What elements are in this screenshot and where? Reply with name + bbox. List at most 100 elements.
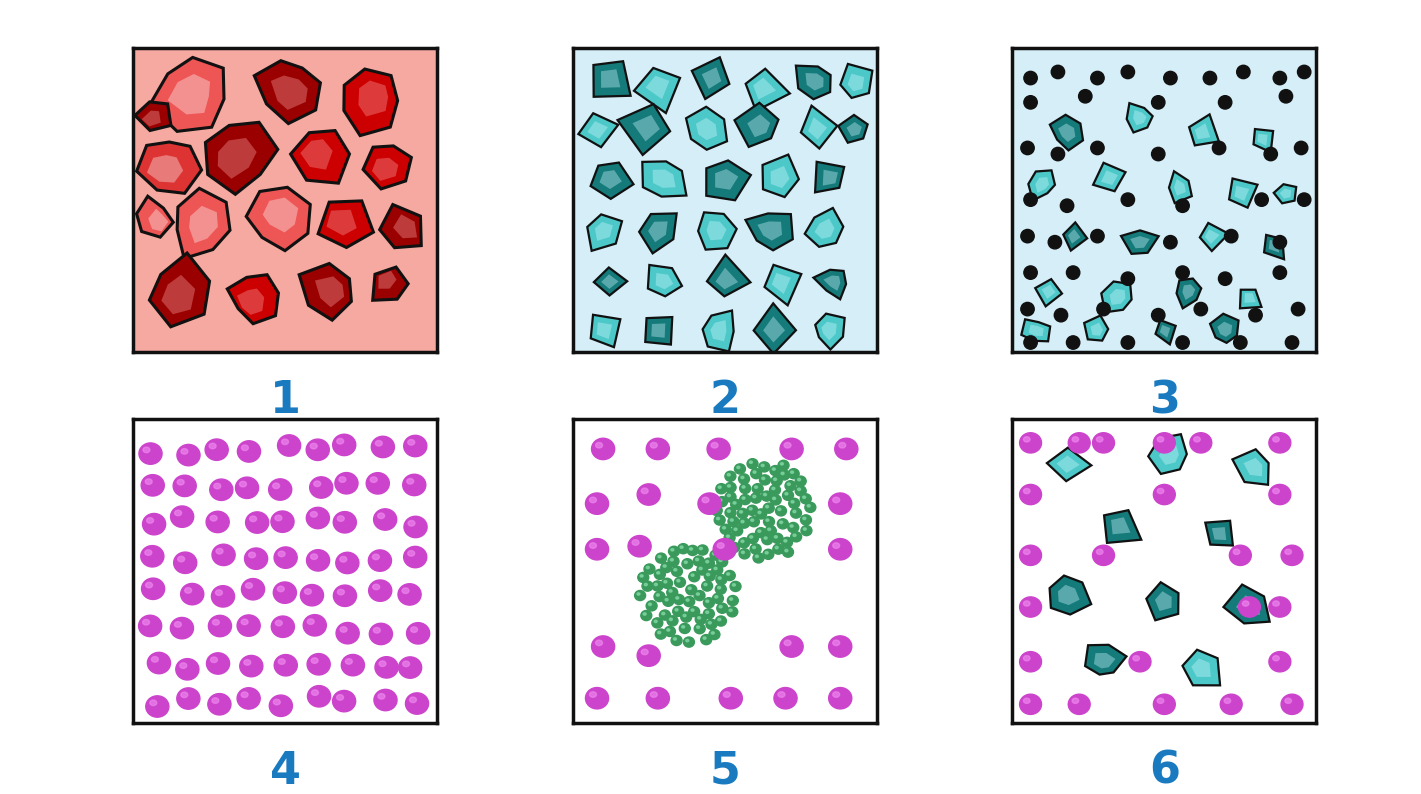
Polygon shape — [1084, 315, 1108, 341]
Ellipse shape — [207, 694, 232, 715]
Circle shape — [1025, 71, 1037, 85]
Ellipse shape — [797, 479, 800, 481]
Polygon shape — [1086, 645, 1127, 675]
Ellipse shape — [710, 442, 718, 448]
Ellipse shape — [1020, 652, 1042, 672]
Circle shape — [1177, 336, 1189, 349]
Ellipse shape — [698, 493, 720, 515]
Ellipse shape — [250, 516, 257, 522]
Ellipse shape — [1245, 604, 1258, 615]
Polygon shape — [632, 115, 659, 141]
Ellipse shape — [665, 626, 675, 637]
Ellipse shape — [803, 528, 806, 530]
Ellipse shape — [790, 508, 801, 518]
Ellipse shape — [303, 615, 327, 636]
Ellipse shape — [381, 516, 395, 527]
Ellipse shape — [696, 558, 699, 561]
Circle shape — [1297, 65, 1310, 79]
Ellipse shape — [1020, 694, 1042, 715]
Ellipse shape — [773, 544, 784, 554]
Ellipse shape — [281, 554, 296, 565]
Ellipse shape — [708, 438, 730, 460]
Ellipse shape — [833, 497, 840, 503]
Circle shape — [1177, 266, 1189, 279]
Ellipse shape — [277, 435, 301, 457]
Ellipse shape — [695, 623, 705, 634]
Ellipse shape — [723, 692, 730, 697]
Ellipse shape — [632, 540, 639, 545]
Ellipse shape — [335, 472, 358, 494]
Ellipse shape — [236, 477, 259, 499]
Ellipse shape — [205, 439, 229, 461]
Polygon shape — [655, 273, 674, 289]
Ellipse shape — [662, 578, 672, 588]
Polygon shape — [1223, 584, 1270, 623]
Polygon shape — [318, 201, 374, 248]
Polygon shape — [1059, 123, 1076, 142]
Ellipse shape — [209, 443, 216, 449]
Ellipse shape — [674, 569, 676, 571]
Circle shape — [1025, 266, 1037, 279]
Polygon shape — [587, 121, 608, 139]
Ellipse shape — [406, 622, 429, 644]
Circle shape — [1236, 65, 1250, 79]
Ellipse shape — [756, 509, 767, 519]
Ellipse shape — [642, 581, 652, 592]
Ellipse shape — [833, 692, 840, 697]
Polygon shape — [595, 222, 612, 241]
Ellipse shape — [213, 661, 227, 671]
Ellipse shape — [408, 521, 415, 526]
Ellipse shape — [749, 507, 752, 510]
Polygon shape — [168, 74, 210, 114]
Ellipse shape — [742, 551, 745, 553]
Ellipse shape — [1026, 553, 1039, 563]
Circle shape — [1273, 71, 1286, 85]
Ellipse shape — [405, 693, 429, 715]
Polygon shape — [597, 322, 612, 339]
Ellipse shape — [715, 515, 725, 525]
Ellipse shape — [212, 446, 226, 457]
Polygon shape — [1169, 172, 1192, 203]
Ellipse shape — [279, 623, 293, 634]
Ellipse shape — [713, 538, 736, 560]
Ellipse shape — [1154, 484, 1175, 505]
Polygon shape — [639, 214, 676, 253]
Ellipse shape — [836, 695, 850, 706]
Ellipse shape — [655, 629, 666, 639]
Polygon shape — [1110, 289, 1125, 305]
Circle shape — [1295, 141, 1307, 155]
Ellipse shape — [715, 567, 718, 569]
Ellipse shape — [699, 567, 702, 569]
Ellipse shape — [1026, 659, 1039, 669]
Polygon shape — [1036, 177, 1049, 193]
Ellipse shape — [1023, 488, 1030, 494]
Polygon shape — [1177, 279, 1201, 308]
Ellipse shape — [689, 607, 699, 617]
Polygon shape — [1235, 186, 1249, 201]
Ellipse shape — [246, 583, 253, 588]
Polygon shape — [1104, 511, 1141, 543]
Ellipse shape — [374, 509, 396, 530]
Polygon shape — [806, 73, 824, 91]
Ellipse shape — [310, 477, 333, 498]
Ellipse shape — [756, 555, 759, 557]
Ellipse shape — [740, 476, 743, 479]
Ellipse shape — [644, 653, 658, 664]
Ellipse shape — [337, 622, 360, 644]
Polygon shape — [600, 170, 622, 189]
Ellipse shape — [148, 653, 171, 674]
Ellipse shape — [341, 654, 364, 676]
Ellipse shape — [240, 481, 246, 487]
Ellipse shape — [271, 616, 294, 638]
Ellipse shape — [772, 476, 782, 486]
Ellipse shape — [145, 622, 159, 634]
Polygon shape — [1236, 596, 1260, 615]
Ellipse shape — [333, 434, 355, 456]
Polygon shape — [645, 317, 672, 345]
Circle shape — [1194, 303, 1208, 316]
Ellipse shape — [216, 549, 223, 554]
Ellipse shape — [598, 643, 612, 654]
Ellipse shape — [279, 551, 286, 557]
Ellipse shape — [398, 657, 422, 678]
Polygon shape — [372, 158, 398, 181]
